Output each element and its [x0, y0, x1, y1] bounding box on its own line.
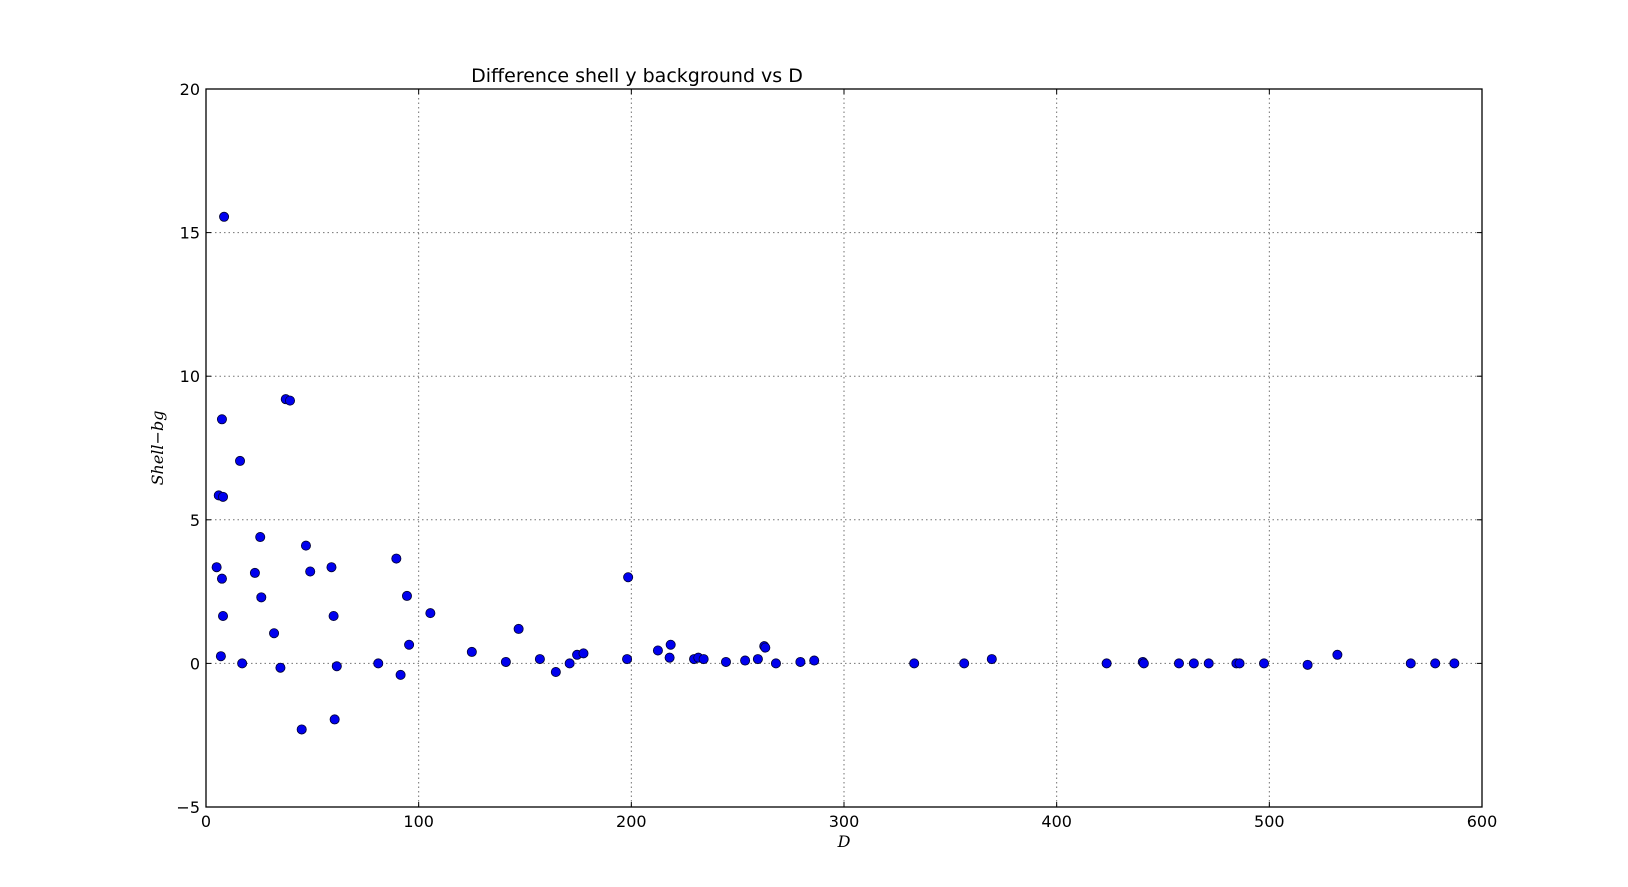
scatter-point	[300, 540, 311, 551]
scatter-point	[795, 656, 806, 667]
y-tick-label: 0	[190, 654, 200, 673]
scatter-point	[1173, 658, 1184, 669]
x-axis-label: D	[837, 832, 851, 851]
scatter-point	[1101, 658, 1112, 669]
scatter-point	[909, 658, 920, 669]
scatter-point	[1234, 658, 1245, 669]
plot-frame	[205, 88, 1483, 808]
scatter-point	[1449, 658, 1460, 669]
scatter-point	[331, 661, 342, 672]
scatter-point	[249, 567, 260, 578]
scatter-point	[986, 654, 997, 665]
scatter-point	[466, 646, 477, 657]
scatter-point	[395, 669, 406, 680]
scatter-point	[720, 656, 731, 667]
y-axis-label: Shell−bg	[148, 411, 167, 486]
grid-lines	[206, 89, 1482, 807]
x-tick-label: 600	[1467, 812, 1498, 831]
x-tick-label: 400	[1041, 812, 1072, 831]
scatter-point	[1302, 659, 1313, 670]
scatter-point	[698, 654, 709, 665]
scatter-point	[1203, 658, 1214, 669]
x-tick-label: 0	[201, 812, 211, 831]
scatter-point	[219, 211, 230, 222]
scatter-point	[216, 573, 227, 584]
scatter-point	[752, 654, 763, 665]
y-tick-label: −5	[176, 798, 200, 817]
scatter-point	[275, 662, 286, 673]
scatter-point	[218, 611, 229, 622]
scatter-point	[296, 724, 307, 735]
scatter-point	[329, 714, 340, 725]
x-tick-label: 300	[829, 812, 860, 831]
scatter-point	[404, 639, 415, 650]
scatter-point	[1332, 649, 1343, 660]
scatter-point	[235, 455, 246, 466]
scatter-point	[1259, 658, 1270, 669]
scatter-point	[550, 667, 561, 678]
scatter-point	[1405, 658, 1416, 669]
scatter-point	[328, 611, 339, 622]
x-tick-label: 500	[1254, 812, 1285, 831]
scatter-point	[664, 652, 675, 663]
scatter-point	[391, 553, 402, 564]
scatter-point	[216, 414, 227, 425]
y-tick-label: 15	[180, 224, 200, 243]
scatter-point	[237, 658, 248, 669]
x-tick-label: 100	[403, 812, 434, 831]
scatter-point	[401, 590, 412, 601]
scatter-point	[269, 628, 280, 639]
scatter-point	[513, 623, 524, 634]
scatter-point	[215, 651, 226, 662]
scatter-point	[1188, 658, 1199, 669]
scatter-point	[534, 654, 545, 665]
scatter-point	[564, 658, 575, 669]
scatter-point	[326, 562, 337, 573]
scatter-point	[1138, 658, 1149, 669]
x-tick-label: 200	[616, 812, 647, 831]
scatter-point	[305, 566, 316, 577]
scatter-point	[425, 608, 436, 619]
scatter-point	[740, 655, 751, 666]
chart-title: Difference shell y background vs D	[471, 65, 803, 87]
data-points	[211, 211, 1460, 735]
scatter-point	[500, 656, 511, 667]
scatter-point	[211, 562, 222, 573]
y-tick-label: 20	[180, 80, 200, 99]
y-tick-label: 10	[180, 367, 200, 386]
scatter-point	[959, 658, 970, 669]
scatter-point	[622, 654, 633, 665]
scatter-point	[623, 572, 634, 583]
y-tick-label: 5	[190, 511, 200, 530]
scatter-point	[218, 491, 229, 502]
scatter-point	[652, 645, 663, 656]
scatter-point	[285, 395, 296, 406]
scatter-point	[809, 655, 820, 666]
scatter-point	[760, 642, 771, 653]
scatter-point	[770, 658, 781, 669]
scatter-point	[373, 658, 384, 669]
scatter-point	[1430, 658, 1441, 669]
scatter-point	[255, 532, 266, 543]
scatter-point	[665, 639, 676, 650]
scatter-point	[578, 648, 589, 659]
scatter-point	[256, 592, 267, 603]
